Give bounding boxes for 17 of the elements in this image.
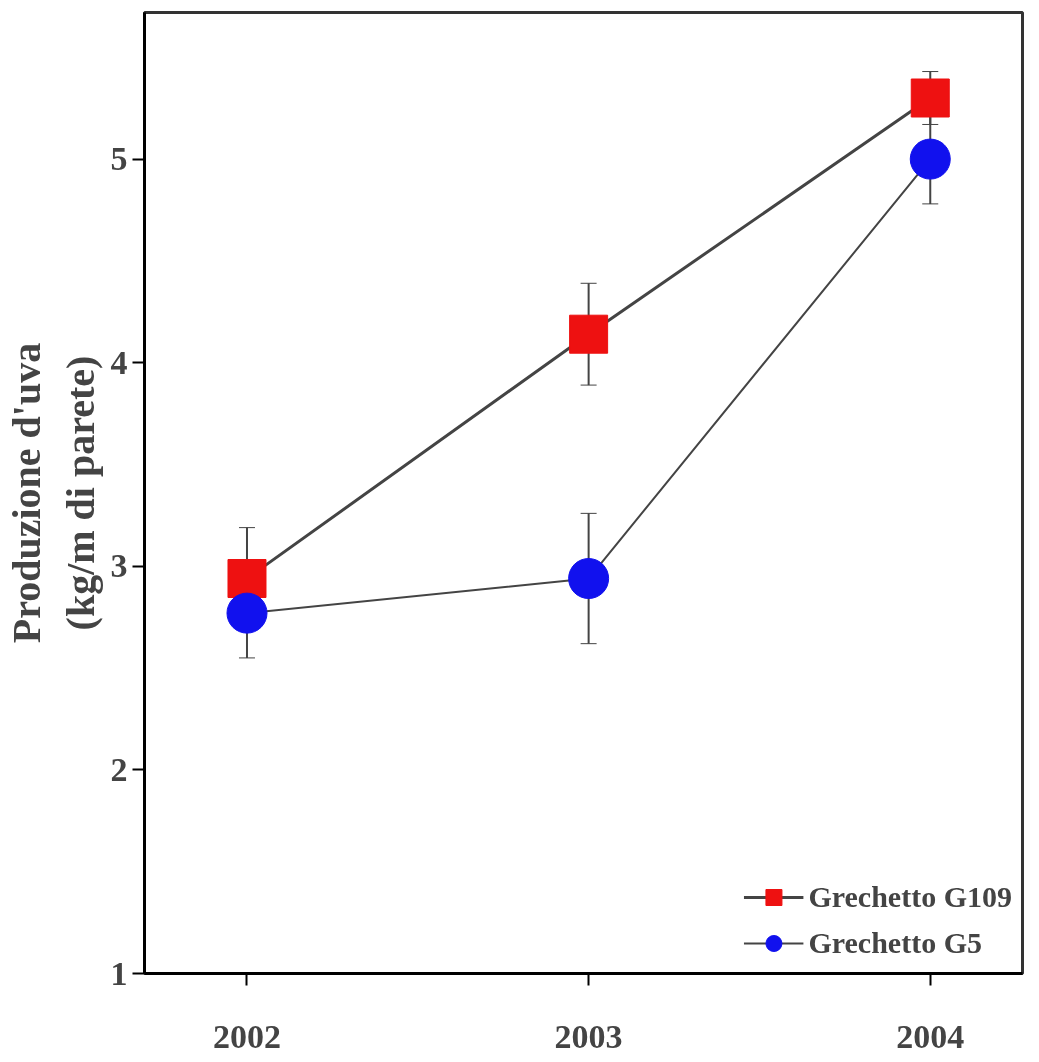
x-tick-label: 2002 [212, 1017, 281, 1055]
legend-label: Grechetto G5 [808, 926, 982, 960]
y-tick-label: 4 [110, 343, 128, 381]
point [227, 559, 267, 599]
point [569, 314, 609, 354]
y-tick-label: 2 [110, 750, 128, 788]
x-tick-label: 2004 [896, 1017, 965, 1055]
legend-label: Grechetto G109 [808, 880, 1012, 914]
point [909, 138, 951, 180]
x-tick-label: 2003 [554, 1017, 623, 1055]
y-tick-label: 3 [110, 547, 128, 585]
point [910, 78, 950, 118]
y-tick-label: 5 [110, 140, 128, 178]
point [568, 558, 610, 599]
point [226, 592, 268, 634]
y-axis-title: Produzione d'uva (kg/m di parete) [3, 342, 103, 644]
y-tick-label: 1 [110, 954, 128, 992]
